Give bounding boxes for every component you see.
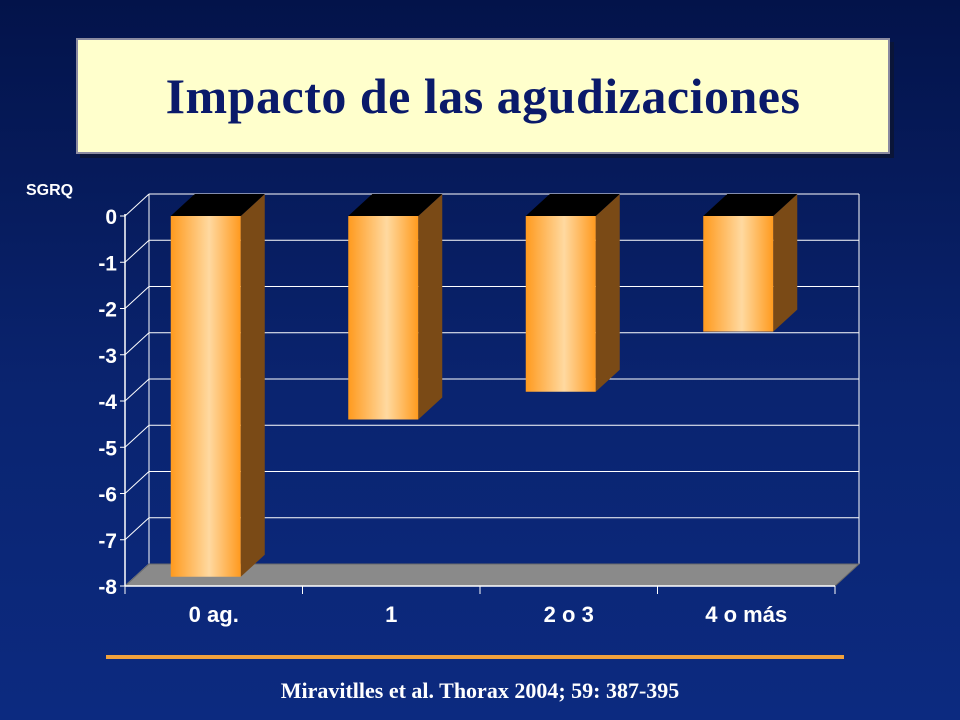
bar	[525, 216, 596, 392]
bar-side	[595, 194, 620, 392]
y-tick-label: -1	[98, 252, 117, 275]
bar-top	[703, 194, 798, 216]
x-tick-label: 1	[385, 602, 397, 627]
bar-side	[773, 194, 798, 332]
y-axis-label: SGRQ	[26, 182, 74, 199]
slide-title: Impacto de las agudizaciones	[165, 68, 801, 124]
bar	[170, 216, 241, 577]
y-tick-label: 0	[105, 206, 117, 229]
grid-diagonal	[124, 378, 150, 402]
bar-top	[525, 194, 620, 216]
grid-diagonal	[124, 471, 150, 494]
x-tick-label: 2 o 3	[544, 602, 594, 627]
grid-diagonal	[124, 193, 150, 217]
grid-diagonal	[124, 332, 150, 356]
bar-top	[348, 194, 443, 216]
divider-rule	[106, 655, 844, 659]
title-box: Impacto de las agudizaciones	[76, 38, 890, 154]
grid-diagonal	[124, 286, 150, 309]
y-tick-label: -4	[98, 391, 117, 414]
citation: Miravitlles et al. Thorax 2004; 59: 387-…	[280, 678, 680, 703]
x-tick-label: 0 ag.	[189, 602, 239, 627]
grid-diagonal	[124, 424, 150, 448]
y-tick-label: -5	[98, 437, 117, 460]
grid-diagonal	[124, 239, 150, 263]
y-tick-label: -7	[98, 530, 117, 553]
y-tick-label: -3	[98, 345, 117, 368]
y-tick-label: -6	[98, 484, 117, 507]
bar-side	[418, 194, 443, 420]
y-tick-label: -2	[98, 299, 117, 322]
y-tick-label: -8	[98, 576, 117, 599]
x-tick-label: 4 o más	[705, 602, 787, 627]
bar-top	[170, 194, 265, 216]
bar	[348, 216, 419, 420]
bar-side	[240, 194, 265, 577]
grid-diagonal	[124, 517, 150, 541]
bar	[703, 216, 774, 332]
